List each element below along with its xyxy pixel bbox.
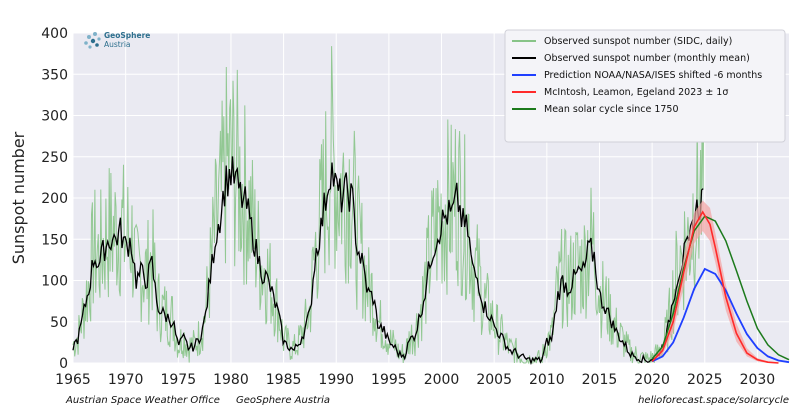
x-tick-label-5: 1990 bbox=[318, 372, 354, 388]
x-tick-label-12: 2025 bbox=[687, 372, 723, 388]
y-tick-label-1: 50 bbox=[50, 315, 68, 331]
logo-line2: Austria bbox=[104, 40, 131, 49]
legend-entry-mcintosh: McIntosh, Leamon, Egeland 2023 ± 1σ bbox=[544, 87, 728, 98]
daily-observed-line bbox=[72, 46, 706, 365]
x-tick-label-10: 2015 bbox=[582, 372, 618, 388]
monthly-mean-line bbox=[72, 156, 704, 366]
logo-line1: GeoSphere bbox=[104, 31, 150, 40]
legend-box bbox=[504, 29, 786, 143]
footer-url: helioforecast.space/solarcycle bbox=[638, 395, 789, 406]
footer-geosphere: GeoSphere Austria bbox=[236, 395, 330, 406]
x-tick-label-11: 2020 bbox=[634, 372, 670, 388]
y-tick-label-5: 250 bbox=[41, 150, 68, 166]
legend-entry-mean: Mean solar cycle since 1750 bbox=[544, 104, 679, 115]
y-tick-labels: 0 50 100 150 200 250 300 350 400 bbox=[41, 26, 68, 372]
legend-entry-daily: Observed sunspot number (SIDC, daily) bbox=[544, 36, 732, 47]
mean-cycle-line bbox=[651, 215, 790, 361]
geosphere-logo: GeoSphere Austria bbox=[84, 31, 150, 49]
daily-observed-series bbox=[72, 46, 706, 365]
y-tick-label-0: 0 bbox=[59, 356, 68, 372]
y-axis-label: Sunspot number bbox=[9, 131, 28, 264]
footer-office: Austrian Space Weather Office bbox=[65, 395, 220, 406]
y-tick-label-3: 150 bbox=[41, 232, 68, 248]
y-tick-label-7: 350 bbox=[41, 67, 68, 83]
prediction-series-group bbox=[651, 200, 790, 364]
monthly-mean-series-group bbox=[72, 156, 704, 366]
x-tick-label-0: 1965 bbox=[55, 372, 91, 388]
x-tick-label-4: 1985 bbox=[266, 372, 302, 388]
x-tick-label-2: 1975 bbox=[160, 372, 196, 388]
x-tick-label-9: 2010 bbox=[529, 372, 565, 388]
y-tick-label-6: 300 bbox=[41, 109, 68, 125]
legend: Observed sunspot number (SIDC, daily) Ob… bbox=[504, 29, 786, 143]
y-tick-label-8: 400 bbox=[41, 26, 68, 42]
y-tick-label-4: 200 bbox=[41, 191, 68, 207]
x-tick-labels: 1965 1970 1975 1980 1985 1990 1995 2000 2005 2010… bbox=[55, 372, 775, 388]
mcintosh-prediction-line bbox=[651, 210, 779, 364]
geosphere-logo-icon bbox=[84, 32, 101, 49]
x-tick-label-3: 1980 bbox=[213, 372, 249, 388]
x-tick-label-6: 1995 bbox=[371, 372, 407, 388]
x-tick-label-1: 1970 bbox=[108, 372, 144, 388]
legend-entry-noaa: Prediction NOAA/NASA/ISES shifted -6 mon… bbox=[544, 70, 762, 81]
noaa-prediction-line bbox=[651, 267, 790, 364]
legend-entry-monthly: Observed sunspot number (monthly mean) bbox=[544, 53, 750, 64]
x-tick-label-7: 2000 bbox=[424, 372, 460, 388]
x-tick-label-13: 2030 bbox=[740, 372, 776, 388]
y-tick-label-2: 100 bbox=[41, 274, 68, 290]
x-tick-label-8: 2005 bbox=[476, 372, 512, 388]
